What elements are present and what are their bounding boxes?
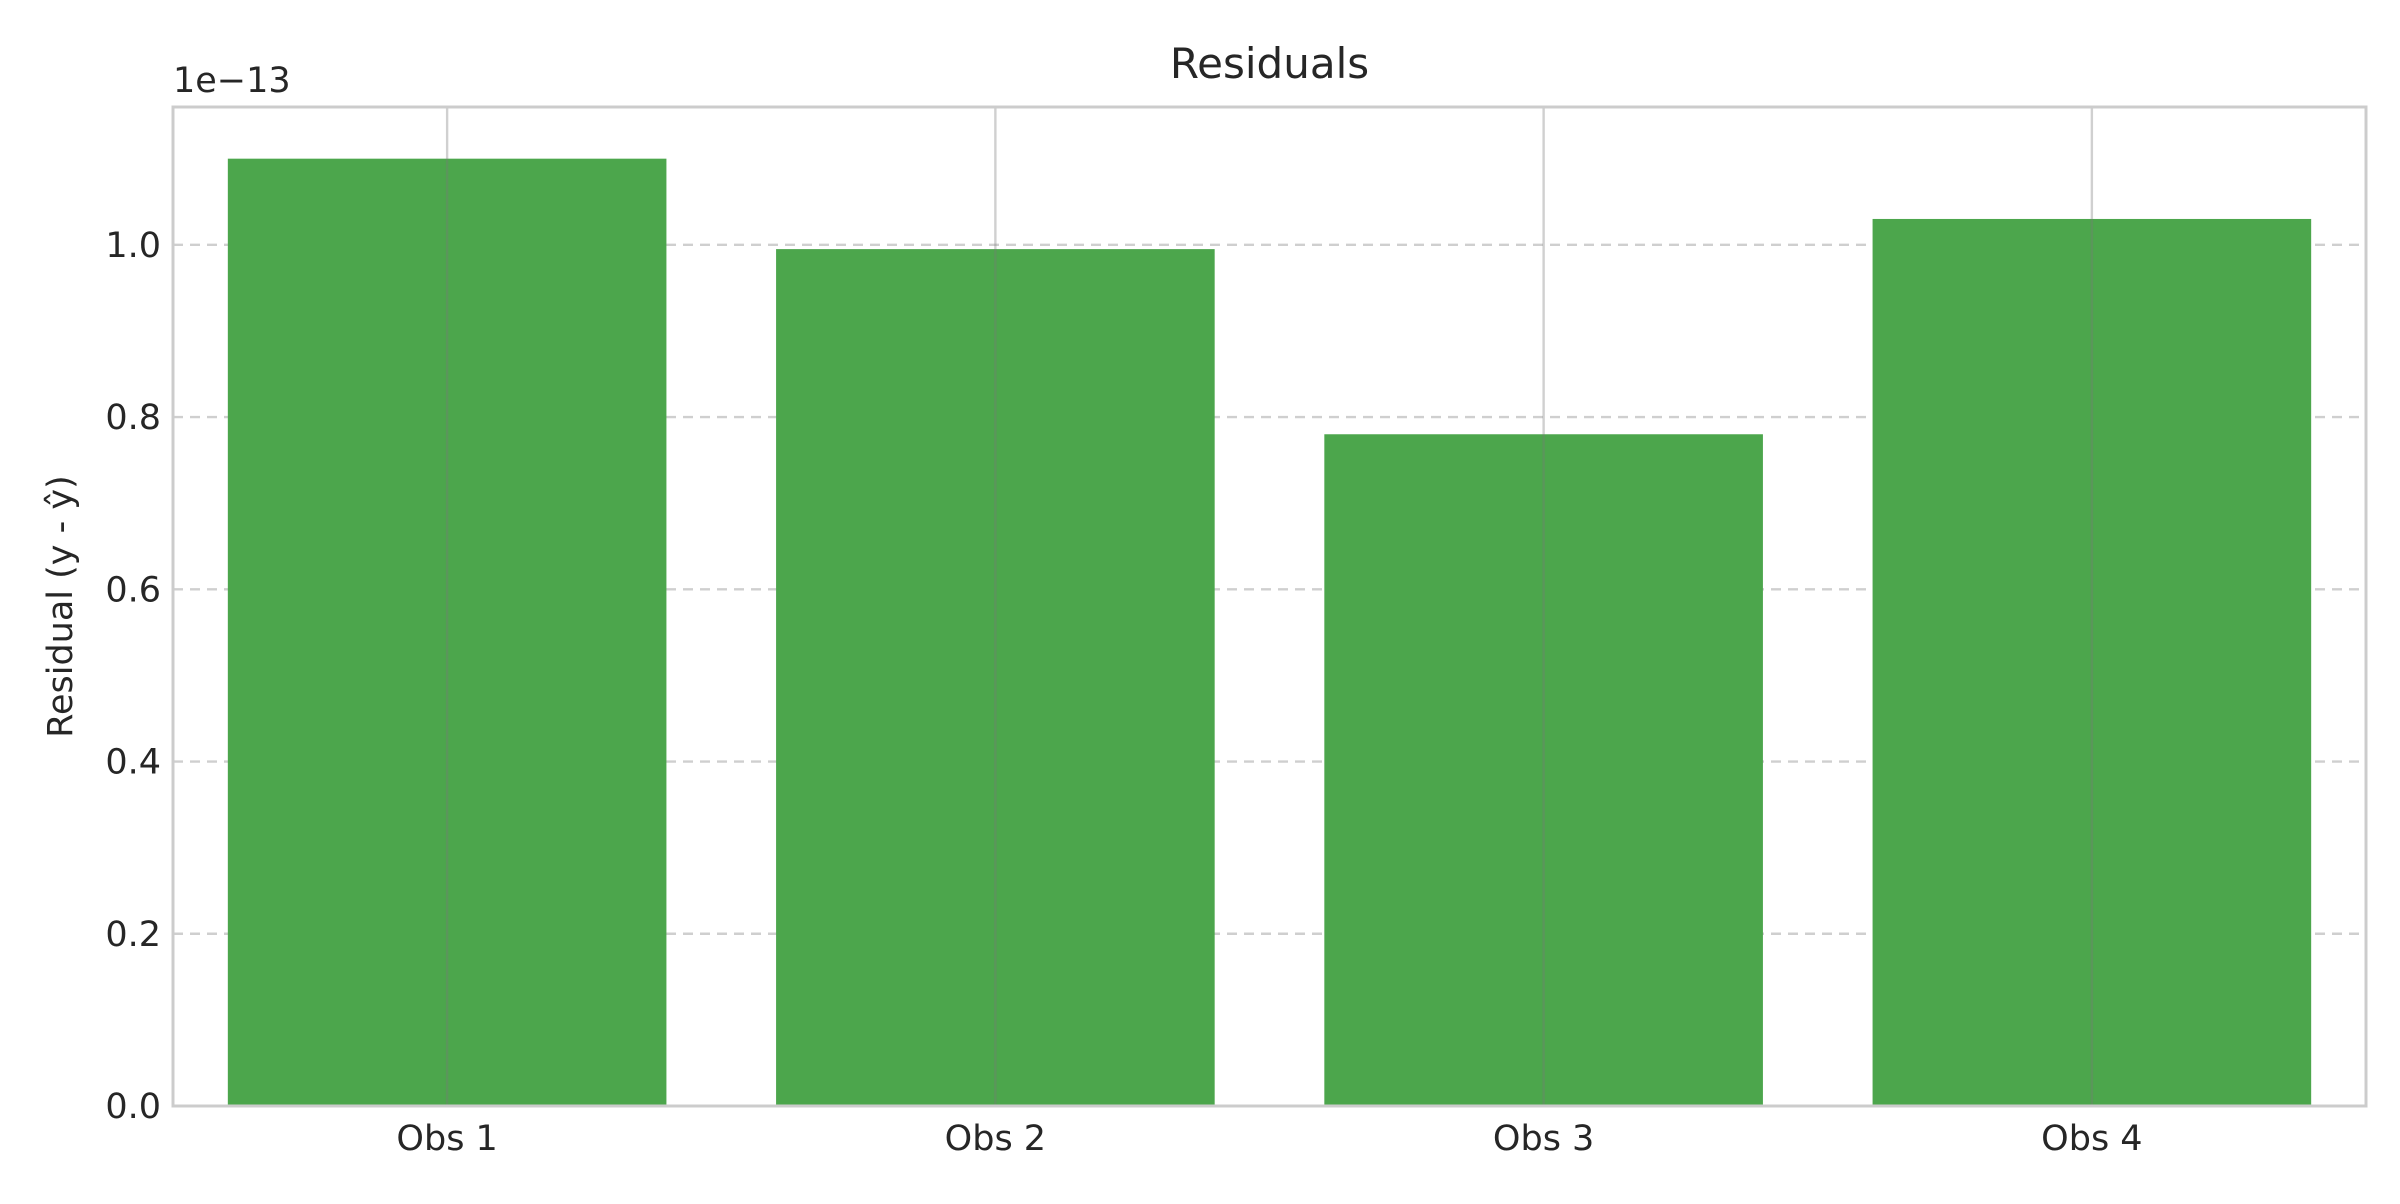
y-tick-label: 0.8	[105, 398, 161, 438]
y-tick-label: 0.4	[105, 743, 161, 783]
x-tick-labels: Obs 1 Obs 2 Obs 3 Obs 4	[396, 1119, 2142, 1159]
x-tick-label: Obs 4	[2041, 1119, 2142, 1159]
bar	[776, 249, 1215, 1107]
x-tick-label: Obs 3	[1493, 1119, 1594, 1159]
y-tick-label: 0.0	[105, 1087, 161, 1127]
plot-frame	[171, 105, 2368, 1108]
y-tick-labels: 0.0 0.2 0.4 0.6 0.8 1.0	[105, 226, 161, 1127]
bar	[1872, 218, 2312, 1106]
bar	[227, 158, 667, 1106]
chart-title: Residuals	[1170, 39, 1369, 88]
bar	[1324, 434, 1763, 1106]
bars-layer	[227, 158, 2312, 1107]
y-tick-label: 0.2	[105, 915, 161, 955]
y-tick-label: 1.0	[105, 226, 161, 266]
y-axis-label: Residual (y - ŷ)	[41, 475, 81, 738]
vertical-grid-layer	[445, 107, 2094, 1106]
x-tick-label: Obs 1	[396, 1119, 497, 1159]
y-offset-label: 1e−13	[173, 61, 291, 101]
y-tick-label: 0.6	[105, 570, 161, 610]
x-tick-label: Obs 2	[945, 1119, 1046, 1159]
